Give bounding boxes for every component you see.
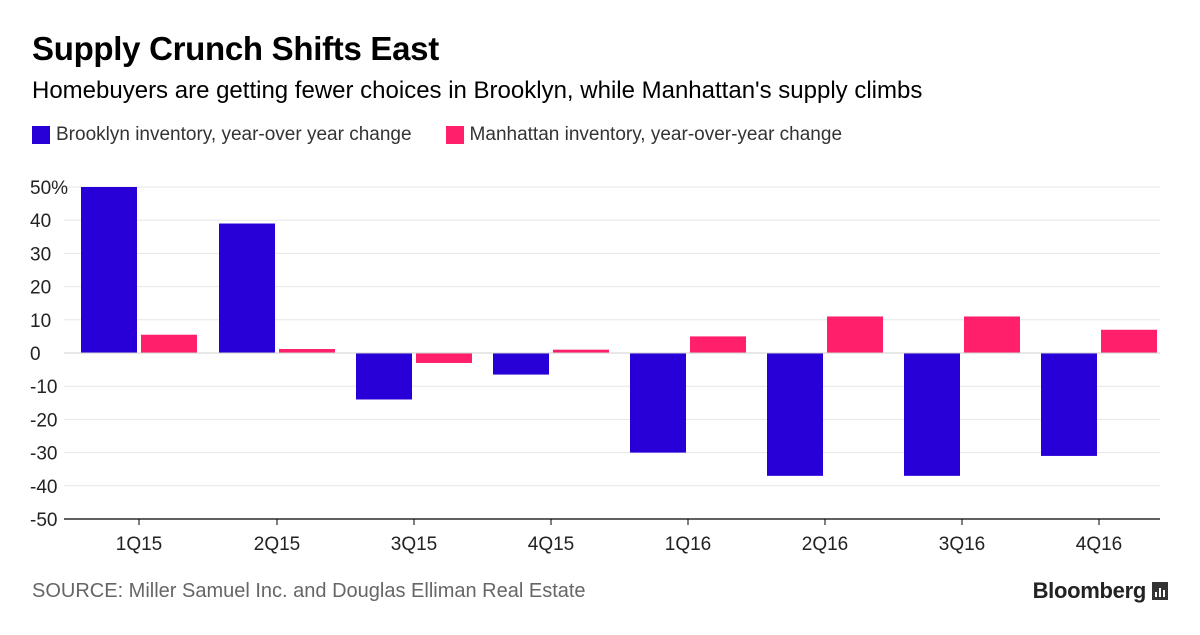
bar-brooklyn xyxy=(219,223,275,353)
y-tick-label: -40 xyxy=(30,477,57,498)
bar-brooklyn xyxy=(1041,353,1097,456)
bar-brooklyn xyxy=(904,353,960,476)
bar-brooklyn xyxy=(81,187,137,353)
y-tick-label: -20 xyxy=(30,410,57,431)
y-tick-label: 10 xyxy=(30,311,51,332)
bar-manhattan xyxy=(279,349,335,353)
chart-subtitle: Homebuyers are getting fewer choices in … xyxy=(32,77,923,104)
bar-manhattan xyxy=(964,316,1020,353)
x-tick-label: 4Q16 xyxy=(1076,534,1122,555)
legend: Brooklyn inventory, year-over year chang… xyxy=(32,124,876,146)
bar-manhattan xyxy=(1101,329,1157,353)
chart-title: Supply Crunch Shifts East xyxy=(32,30,439,67)
x-tick-label: 1Q16 xyxy=(665,534,711,555)
legend-swatch-brooklyn xyxy=(32,126,50,144)
y-tick-label: 20 xyxy=(30,278,51,299)
y-tick-label: -10 xyxy=(30,377,57,398)
brand-name: Bloomberg xyxy=(1032,578,1147,603)
brand-logo: Bloomberg xyxy=(1033,578,1168,604)
x-tick-label: 3Q16 xyxy=(939,534,985,555)
legend-item-manhattan: Manhattan inventory, year-over-year chan… xyxy=(445,124,843,146)
legend-swatch-manhattan xyxy=(445,126,464,144)
x-tick-label: 4Q15 xyxy=(528,534,574,555)
bar-manhattan xyxy=(416,353,472,363)
bloomberg-chart-icon xyxy=(1152,582,1168,600)
legend-item-brooklyn: Brooklyn inventory, year-over year chang… xyxy=(32,124,412,146)
y-tick-label: -30 xyxy=(30,444,57,465)
legend-label-brooklyn: Brooklyn inventory, year-over year chang… xyxy=(56,124,412,145)
legend-label-manhattan: Manhattan inventory, year-over-year chan… xyxy=(469,124,843,145)
source-note: SOURCE: Miller Samuel Inc. and Douglas E… xyxy=(32,580,586,602)
bar-manhattan xyxy=(690,336,746,353)
x-tick-label: 2Q16 xyxy=(802,534,848,555)
bar-brooklyn xyxy=(493,353,549,375)
y-tick-label: 0 xyxy=(30,344,41,365)
bar-brooklyn xyxy=(767,353,823,476)
x-tick-label: 2Q15 xyxy=(254,534,300,555)
y-tick-label: 50% xyxy=(30,178,68,199)
y-tick-label: -50 xyxy=(30,510,57,531)
bar-brooklyn xyxy=(356,353,412,400)
y-tick-label: 30 xyxy=(30,244,51,265)
x-tick-label: 1Q15 xyxy=(116,534,162,555)
bar-manhattan xyxy=(827,316,883,353)
bar-brooklyn xyxy=(630,353,686,453)
bar-manhattan xyxy=(553,349,609,353)
bar-manhattan xyxy=(141,334,197,353)
y-tick-label: 40 xyxy=(30,211,51,232)
x-tick-label: 3Q15 xyxy=(391,534,437,555)
